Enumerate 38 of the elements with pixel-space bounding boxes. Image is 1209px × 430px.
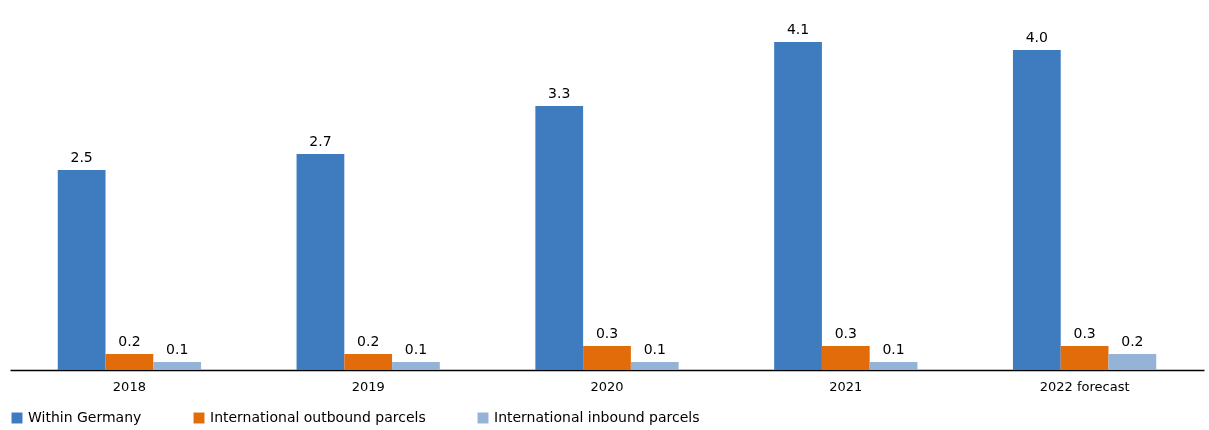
x-tick-label: 2018 [112, 378, 146, 394]
data-label: 0.2 [118, 333, 141, 349]
legend-label: Within Germany [28, 409, 142, 425]
legend-label: International inbound parcels [494, 409, 700, 425]
bar [105, 354, 154, 370]
bar [630, 362, 679, 370]
bar [821, 346, 870, 370]
legend-label: International outbound parcels [210, 409, 426, 425]
bar [153, 362, 202, 370]
bar [1108, 354, 1157, 370]
data-label: 0.2 [357, 333, 380, 349]
data-label: 0.2 [1121, 333, 1144, 349]
data-label: 0.1 [643, 341, 666, 357]
data-label: 2.5 [70, 149, 93, 165]
x-tick-label: 2022 forecast [1039, 378, 1130, 394]
data-label: 4.1 [786, 21, 810, 37]
x-tick-label: 2020 [590, 378, 624, 394]
bar [583, 346, 631, 370]
bar [535, 106, 584, 370]
bar [296, 154, 345, 370]
x-tick-label: 2021 [829, 378, 863, 394]
data-label: 3.3 [548, 85, 571, 101]
data-label: 4.0 [1025, 29, 1048, 45]
data-label: 0.3 [595, 325, 619, 341]
data-label: 0.1 [404, 341, 428, 357]
data-label: 0.3 [1073, 325, 1096, 341]
data-label: 2.7 [309, 133, 332, 149]
x-tick-label: 2019 [351, 378, 385, 394]
bar [57, 170, 106, 370]
bar [774, 42, 822, 370]
bar [344, 354, 393, 370]
bar [869, 362, 918, 370]
data-label: 0.3 [834, 325, 857, 341]
data-label: 0.1 [166, 341, 189, 357]
bar [1060, 346, 1109, 370]
bar [1012, 50, 1061, 370]
bar [392, 362, 440, 370]
data-label: 0.1 [882, 341, 905, 357]
